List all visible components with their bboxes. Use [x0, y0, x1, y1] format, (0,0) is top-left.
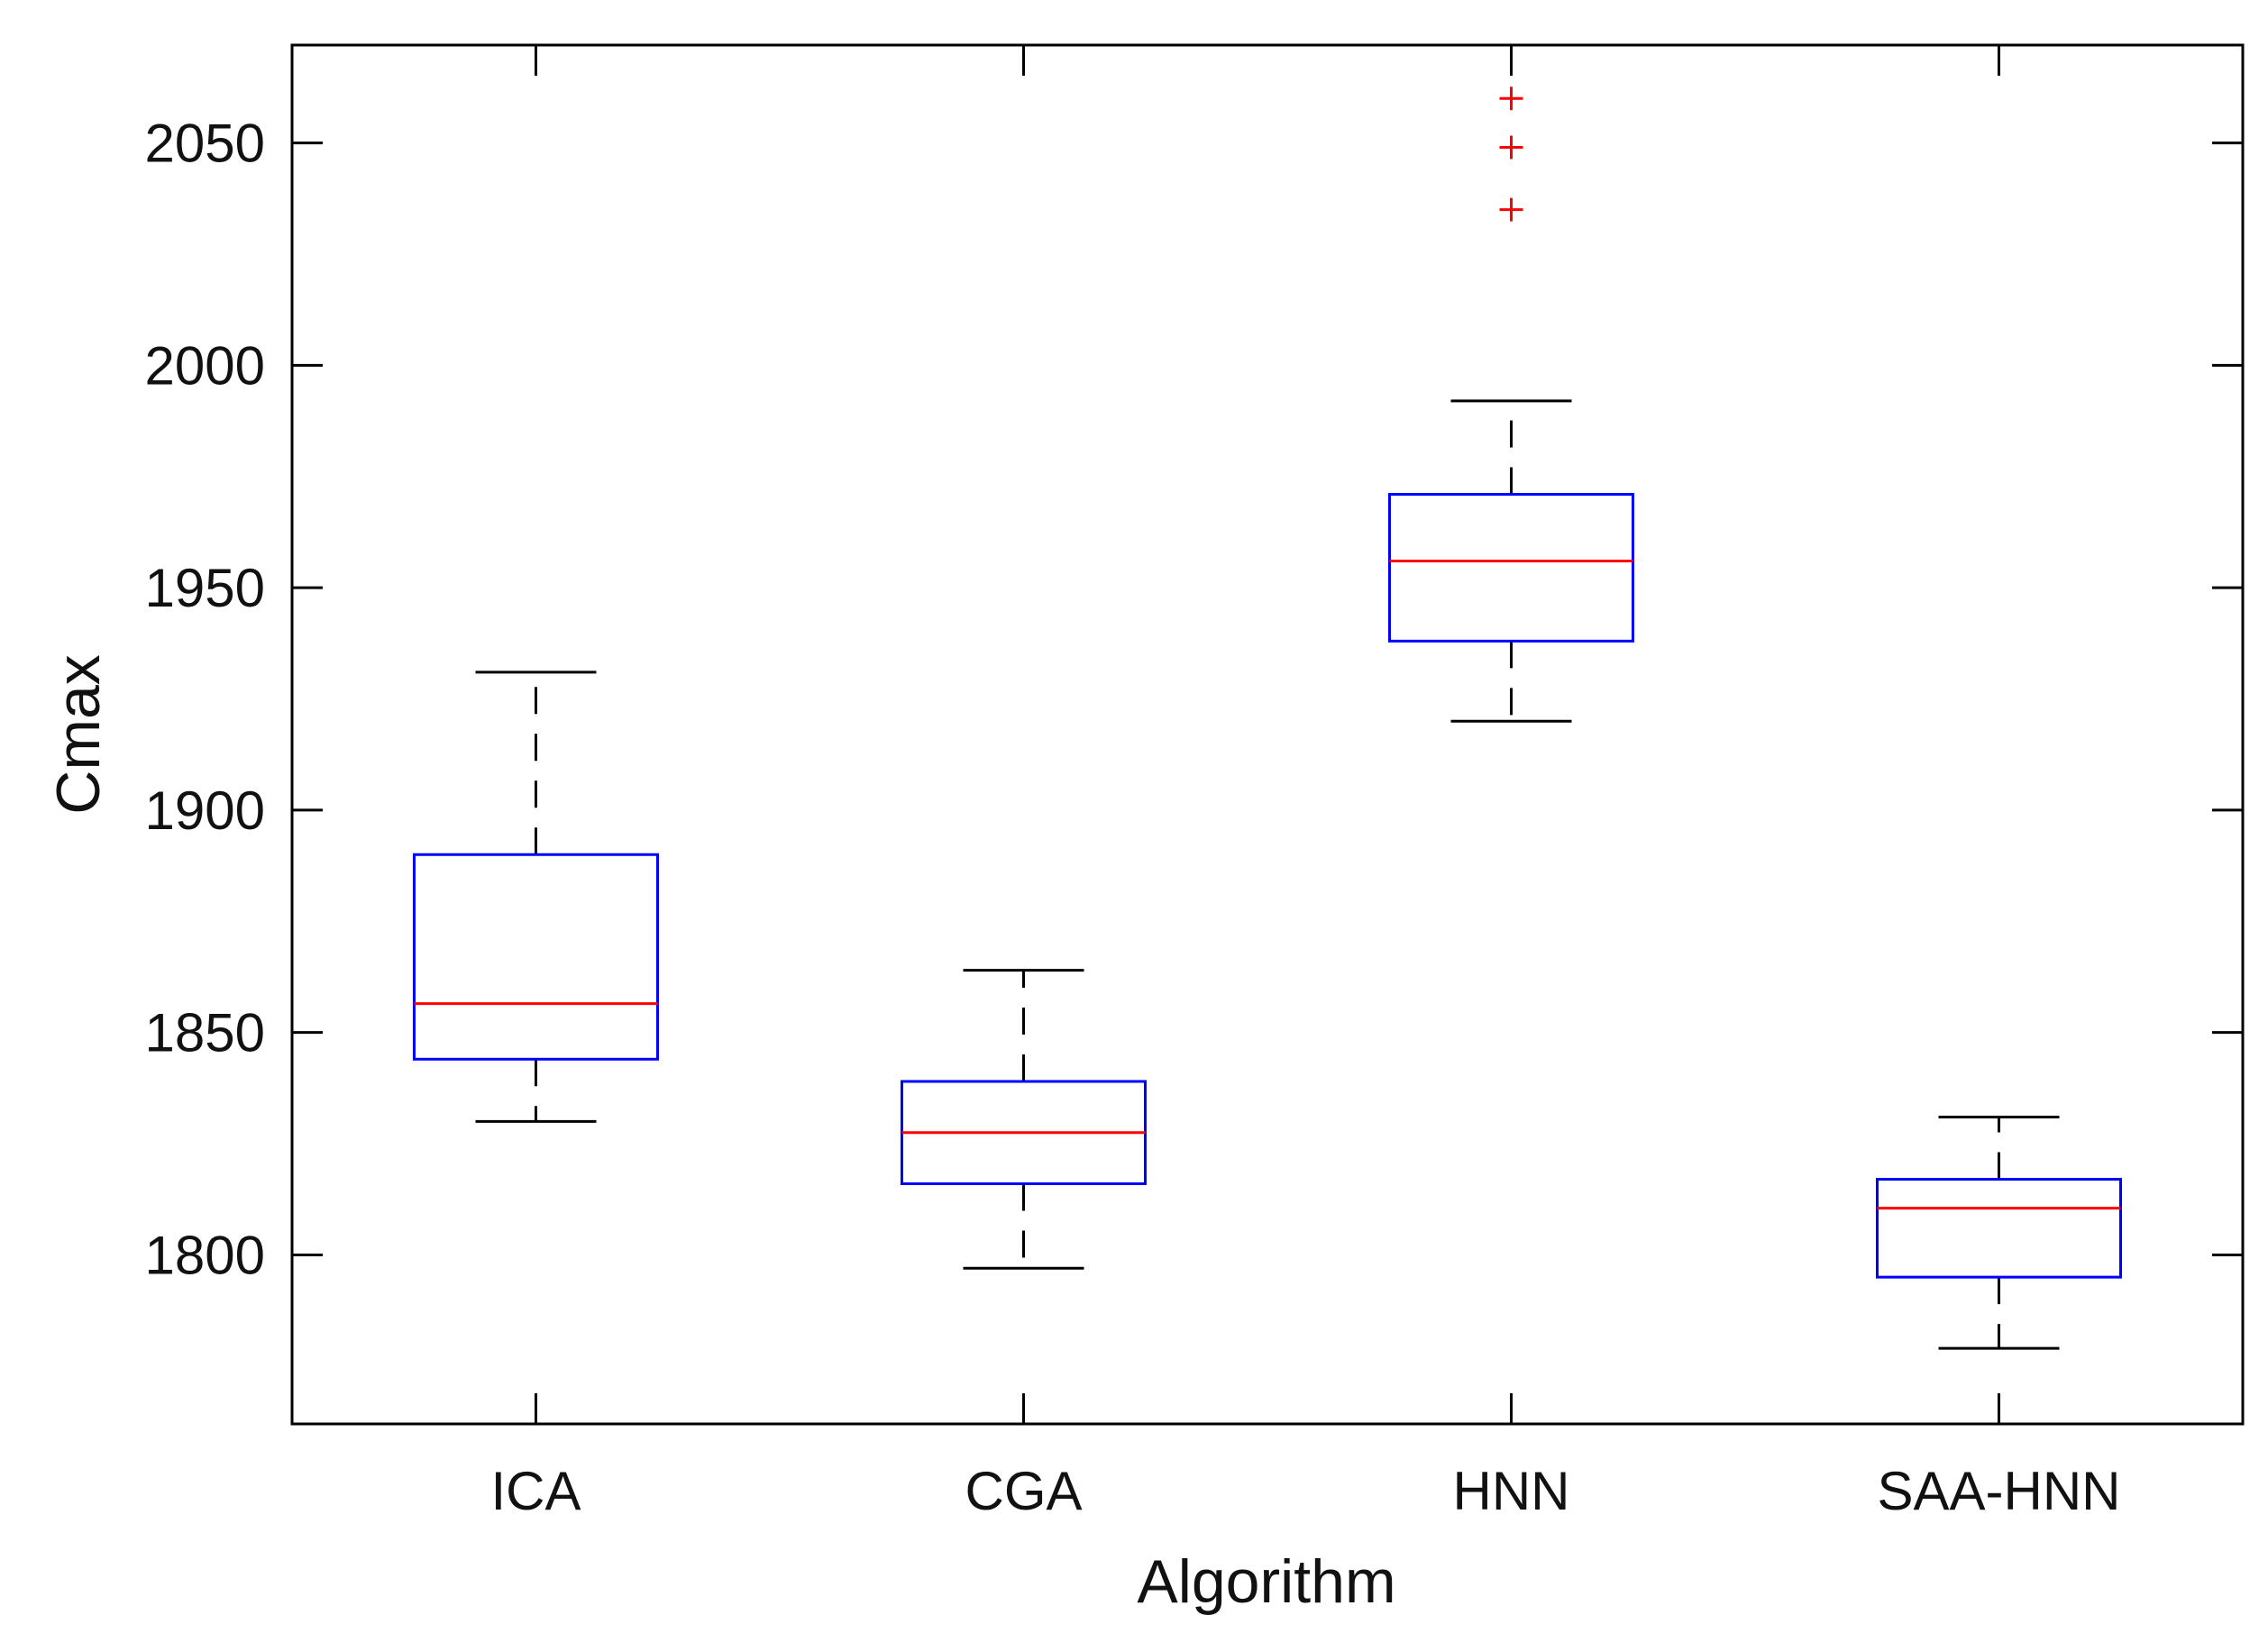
- y-tick-label: 1850: [145, 1003, 265, 1063]
- box-ica: [413, 853, 659, 1061]
- x-tick-label: ICA: [490, 1461, 581, 1521]
- plot-area: [413, 87, 2122, 1350]
- outlier-marker-hnn: [1499, 197, 1523, 222]
- box-hnn: [1388, 492, 1634, 643]
- y-tick-label: 1800: [145, 1225, 265, 1285]
- axis-ticks: 1800 1850 1900 1950 2000 2050 ICA CGA HNN SAA-HNN: [145, 45, 2243, 1521]
- axes-frame: [290, 43, 2245, 1426]
- x-tick-label: CGA: [965, 1461, 1082, 1521]
- y-tick-label: 1900: [145, 780, 265, 841]
- outlier-marker-hnn: [1499, 87, 1523, 111]
- x-tick-label: SAA-HNN: [1877, 1461, 2120, 1521]
- box-saa-hnn: [1876, 1178, 2122, 1279]
- y-axis-title: Cmax: [44, 654, 113, 815]
- x-tick-label: HNN: [1453, 1461, 1570, 1521]
- outlier-marker-hnn: [1499, 135, 1523, 160]
- y-tick-label: 1950: [145, 558, 265, 618]
- x-axis-title: Algorithm: [1137, 1547, 1395, 1616]
- y-tick-label: 2050: [145, 114, 265, 174]
- y-tick-label: 2000: [145, 335, 265, 396]
